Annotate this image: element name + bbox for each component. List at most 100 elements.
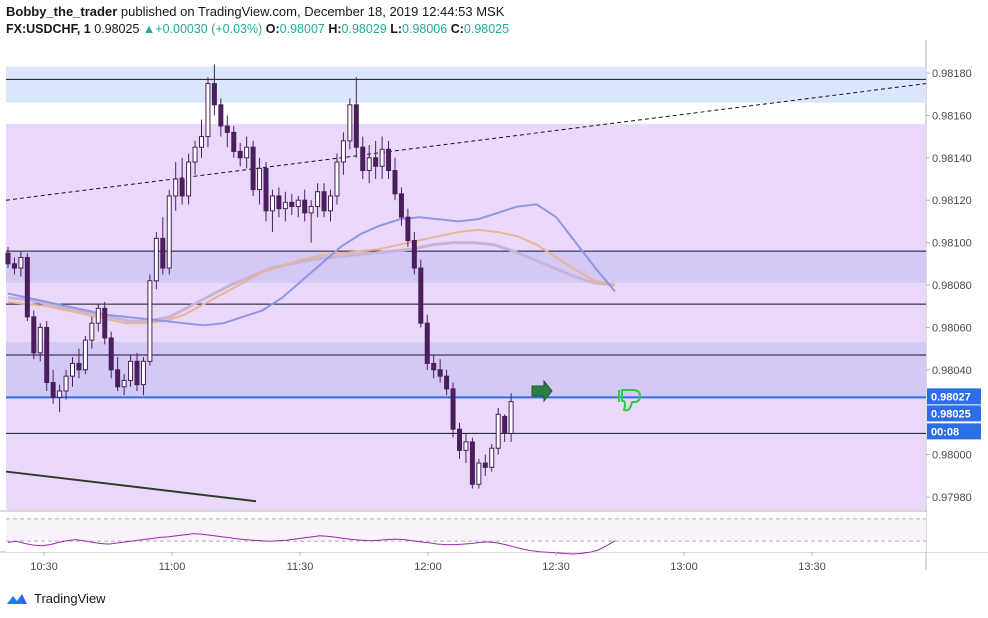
price-tick-label: 0.98160 (932, 110, 972, 122)
candle-body (179, 178, 185, 197)
price-tick-label: 0.98080 (932, 280, 972, 292)
candle-body (70, 362, 75, 377)
moving-average-gray (7, 241, 616, 323)
candle-body (244, 146, 250, 159)
brand-name[interactable]: TradingView (34, 591, 106, 606)
candle-body (347, 104, 353, 142)
symbol-label[interactable]: FX:USDCHF, 1 (6, 22, 91, 36)
candle-body (302, 199, 308, 214)
footer: TradingView (6, 591, 106, 606)
chart-canvas[interactable]: 50.00 0.98180 0.98160 0.98140 0.98120 0.9810… (0, 40, 988, 585)
candle-body (495, 413, 501, 449)
candle-body (134, 360, 140, 386)
candle-body (482, 462, 488, 468)
price-axis[interactable]: 0.98180 0.98160 0.98140 0.98120 0.98100 0.980… (926, 40, 988, 552)
last-price: 0.98025 (94, 22, 140, 36)
candle-body (44, 326, 50, 384)
candle-body (386, 148, 392, 172)
candle-body (444, 375, 450, 390)
candle-body (276, 195, 282, 210)
price-tick-label: 0.98180 (932, 68, 972, 80)
candle-body (5, 252, 11, 265)
candle-body (166, 195, 172, 269)
candle-body (186, 161, 192, 197)
candle-body (463, 441, 469, 451)
candle-body (237, 150, 243, 159)
candle-body (18, 256, 24, 269)
candle-body (50, 382, 56, 398)
price-tick-label: 0.98140 (932, 153, 972, 165)
time-tick-label: 10:30 (30, 561, 58, 573)
publish-info: published on TradingView.com, December 1… (120, 4, 505, 19)
close-label: C: (450, 22, 464, 36)
time-tick-label: 11:00 (159, 561, 186, 573)
moving-average-blue (7, 203, 616, 327)
candle-body (431, 362, 437, 371)
candle-body (147, 280, 153, 362)
time-tick-label: 12:00 (414, 561, 442, 573)
candle-body (24, 256, 30, 318)
candle-body (269, 195, 275, 212)
countdown-tag: 00:08 (931, 426, 959, 438)
candle-body (89, 322, 95, 341)
close-value: 0.98025 (463, 22, 510, 36)
price-tick-label: 0.98000 (932, 450, 972, 462)
candle-body (353, 104, 359, 148)
candle-body (392, 170, 398, 195)
price-axis-background[interactable] (927, 40, 988, 552)
zones-layer (6, 66, 926, 510)
candle-body (250, 146, 256, 191)
current-price-tag-background (927, 405, 981, 422)
tradingview-logo-icon (7, 593, 27, 604)
candle-body (115, 369, 121, 388)
level-price-tag-background (927, 388, 981, 405)
candle-body (173, 178, 179, 197)
candle-body (76, 362, 82, 371)
candle-body (211, 83, 217, 106)
author-name[interactable]: Bobby_the_trader (6, 4, 118, 19)
zone-rectangle (6, 342, 926, 398)
candle-body (153, 237, 159, 282)
price-tick-label: 0.98040 (932, 365, 972, 377)
candle-body (218, 104, 224, 127)
candle-body (340, 140, 346, 163)
moving-averages-layer (7, 203, 616, 327)
candles-layer (5, 64, 514, 489)
candle-body (489, 447, 495, 468)
oscillator-line (7, 533, 616, 555)
candle-body (315, 191, 321, 208)
candle-body (102, 307, 108, 339)
chart-title: Bobby_the_trader published on TradingVie… (6, 4, 504, 19)
solid-trend-line (5, 470, 257, 503)
candle-body (379, 148, 385, 167)
moving-average-orange (7, 228, 616, 325)
candle-body (263, 167, 269, 212)
high-label: H: (328, 22, 342, 36)
low-label: L: (390, 22, 403, 36)
high-value: 0.98029 (341, 22, 387, 36)
price-tick-label: 0.97980 (932, 492, 972, 504)
annotations-layer (531, 379, 641, 412)
candle-body (231, 131, 237, 152)
time-tick-label: 13:00 (670, 561, 698, 573)
candle-body (334, 161, 340, 197)
candle-body (502, 415, 508, 434)
candle-body (289, 201, 295, 208)
candle-body (121, 379, 127, 388)
ohlc-legend: FX:USDCHF, 1 0.98025 ▲+0.00030 (+0.03%) … (6, 22, 509, 36)
time-tick-label: 13:30 (798, 561, 826, 573)
candle-body (373, 157, 379, 167)
candle-body (63, 375, 69, 392)
price-tick-label: 0.98100 (932, 238, 972, 250)
open-label: O: (265, 22, 280, 36)
candle-body (160, 237, 166, 269)
candle-body (31, 316, 37, 354)
time-axis[interactable]: 10:30 11:00 11:30 12:00 12:30 13:00 13:30 (30, 552, 826, 573)
candle-body (398, 193, 404, 218)
candle-body (469, 441, 475, 485)
price-tick-label: 0.98120 (932, 195, 972, 207)
open-value: 0.98007 (279, 22, 325, 36)
candle-body (450, 388, 456, 430)
countdown-tag-background (927, 423, 981, 440)
candle-body (424, 322, 430, 364)
